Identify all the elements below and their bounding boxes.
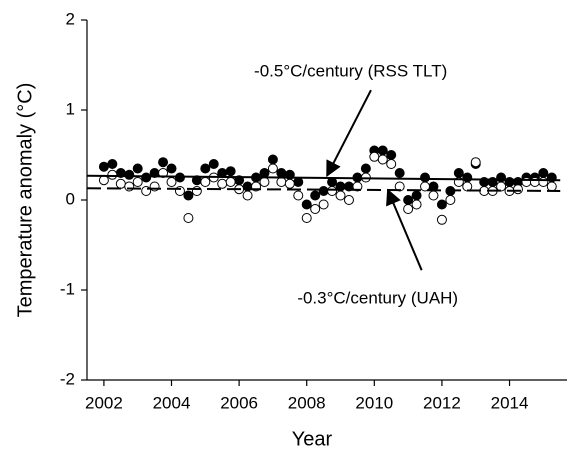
data-point <box>259 168 270 178</box>
data-point <box>166 177 177 187</box>
data-point <box>217 178 228 189</box>
data-point <box>436 214 447 225</box>
data-point <box>301 199 312 210</box>
data-point <box>411 199 422 210</box>
data-point <box>343 195 354 205</box>
y-tick-label: 2 <box>66 9 75 28</box>
data-point <box>318 186 329 196</box>
data-point <box>267 163 278 174</box>
x-tick-label: 2004 <box>153 393 191 412</box>
data-point <box>403 195 414 205</box>
x-tick-label: 2014 <box>491 393 529 412</box>
data-point <box>462 172 473 183</box>
data-point <box>225 166 236 177</box>
data-point <box>386 159 397 169</box>
data-point <box>310 204 321 214</box>
data-point <box>436 199 447 210</box>
annotation: -0.3°C/century (UAH) <box>297 288 458 307</box>
y-tick-label: 1 <box>66 99 75 118</box>
data-point <box>377 145 388 156</box>
data-point <box>124 169 135 180</box>
data-point <box>301 213 312 223</box>
data-point <box>394 168 405 178</box>
x-tick-label: 2012 <box>423 393 461 412</box>
x-tick-label: 2006 <box>220 393 258 412</box>
data-point <box>124 181 135 192</box>
data-point <box>132 177 143 187</box>
trend-line <box>86 174 561 182</box>
annotation-arrow <box>386 188 423 271</box>
data-point <box>369 151 380 162</box>
data-point <box>335 190 346 201</box>
data-point <box>538 168 549 178</box>
data-point <box>107 159 118 169</box>
data-point <box>208 159 219 169</box>
data-point <box>445 195 456 205</box>
data-point <box>183 190 194 201</box>
data-point <box>98 175 109 186</box>
data-point <box>158 157 169 168</box>
y-axis-label: Temperature anomaly (°C) <box>14 83 36 318</box>
data-point <box>428 190 439 201</box>
data-point <box>158 168 169 178</box>
data-point <box>403 204 414 214</box>
data-point <box>191 186 202 196</box>
data-point <box>132 163 143 174</box>
annotation-arrow <box>326 89 372 178</box>
data-point <box>318 199 329 210</box>
data-point <box>293 190 304 201</box>
y-tick-label: -2 <box>60 369 75 388</box>
annotation: -0.5°C/century (RSS TLT) <box>254 62 447 81</box>
data-point <box>360 163 371 174</box>
data-point <box>200 163 211 174</box>
data-point <box>470 157 481 168</box>
data-point <box>276 177 287 187</box>
x-axis-label: Year <box>292 428 333 450</box>
data-point <box>225 177 236 187</box>
data-point <box>529 177 540 187</box>
data-point <box>377 154 388 165</box>
data-point <box>267 154 278 165</box>
data-point <box>284 178 295 189</box>
data-point <box>310 190 321 201</box>
y-tick-label: -1 <box>60 279 75 298</box>
x-tick-label: 2002 <box>85 393 123 412</box>
data-point <box>420 172 431 183</box>
data-point <box>386 150 397 160</box>
data-point <box>183 213 194 223</box>
data-point <box>546 181 557 192</box>
data-point <box>327 186 338 196</box>
data-point <box>166 163 177 174</box>
data-point <box>512 184 523 195</box>
data-point <box>242 190 253 201</box>
x-tick-label: 2008 <box>288 393 326 412</box>
data-point <box>420 181 431 192</box>
data-point <box>411 190 422 201</box>
data-point <box>276 168 287 178</box>
x-tick-label: 2010 <box>355 393 393 412</box>
data-point <box>352 181 363 192</box>
data-point <box>98 161 109 172</box>
data-point <box>200 177 211 187</box>
data-point <box>496 181 507 192</box>
y-tick-label: 0 <box>66 189 75 208</box>
data-point <box>453 168 464 178</box>
data-point <box>115 178 126 189</box>
data-point <box>259 177 270 187</box>
data-point <box>141 172 152 183</box>
data-point <box>293 177 304 187</box>
data-point <box>107 169 118 180</box>
data-point <box>538 177 549 187</box>
